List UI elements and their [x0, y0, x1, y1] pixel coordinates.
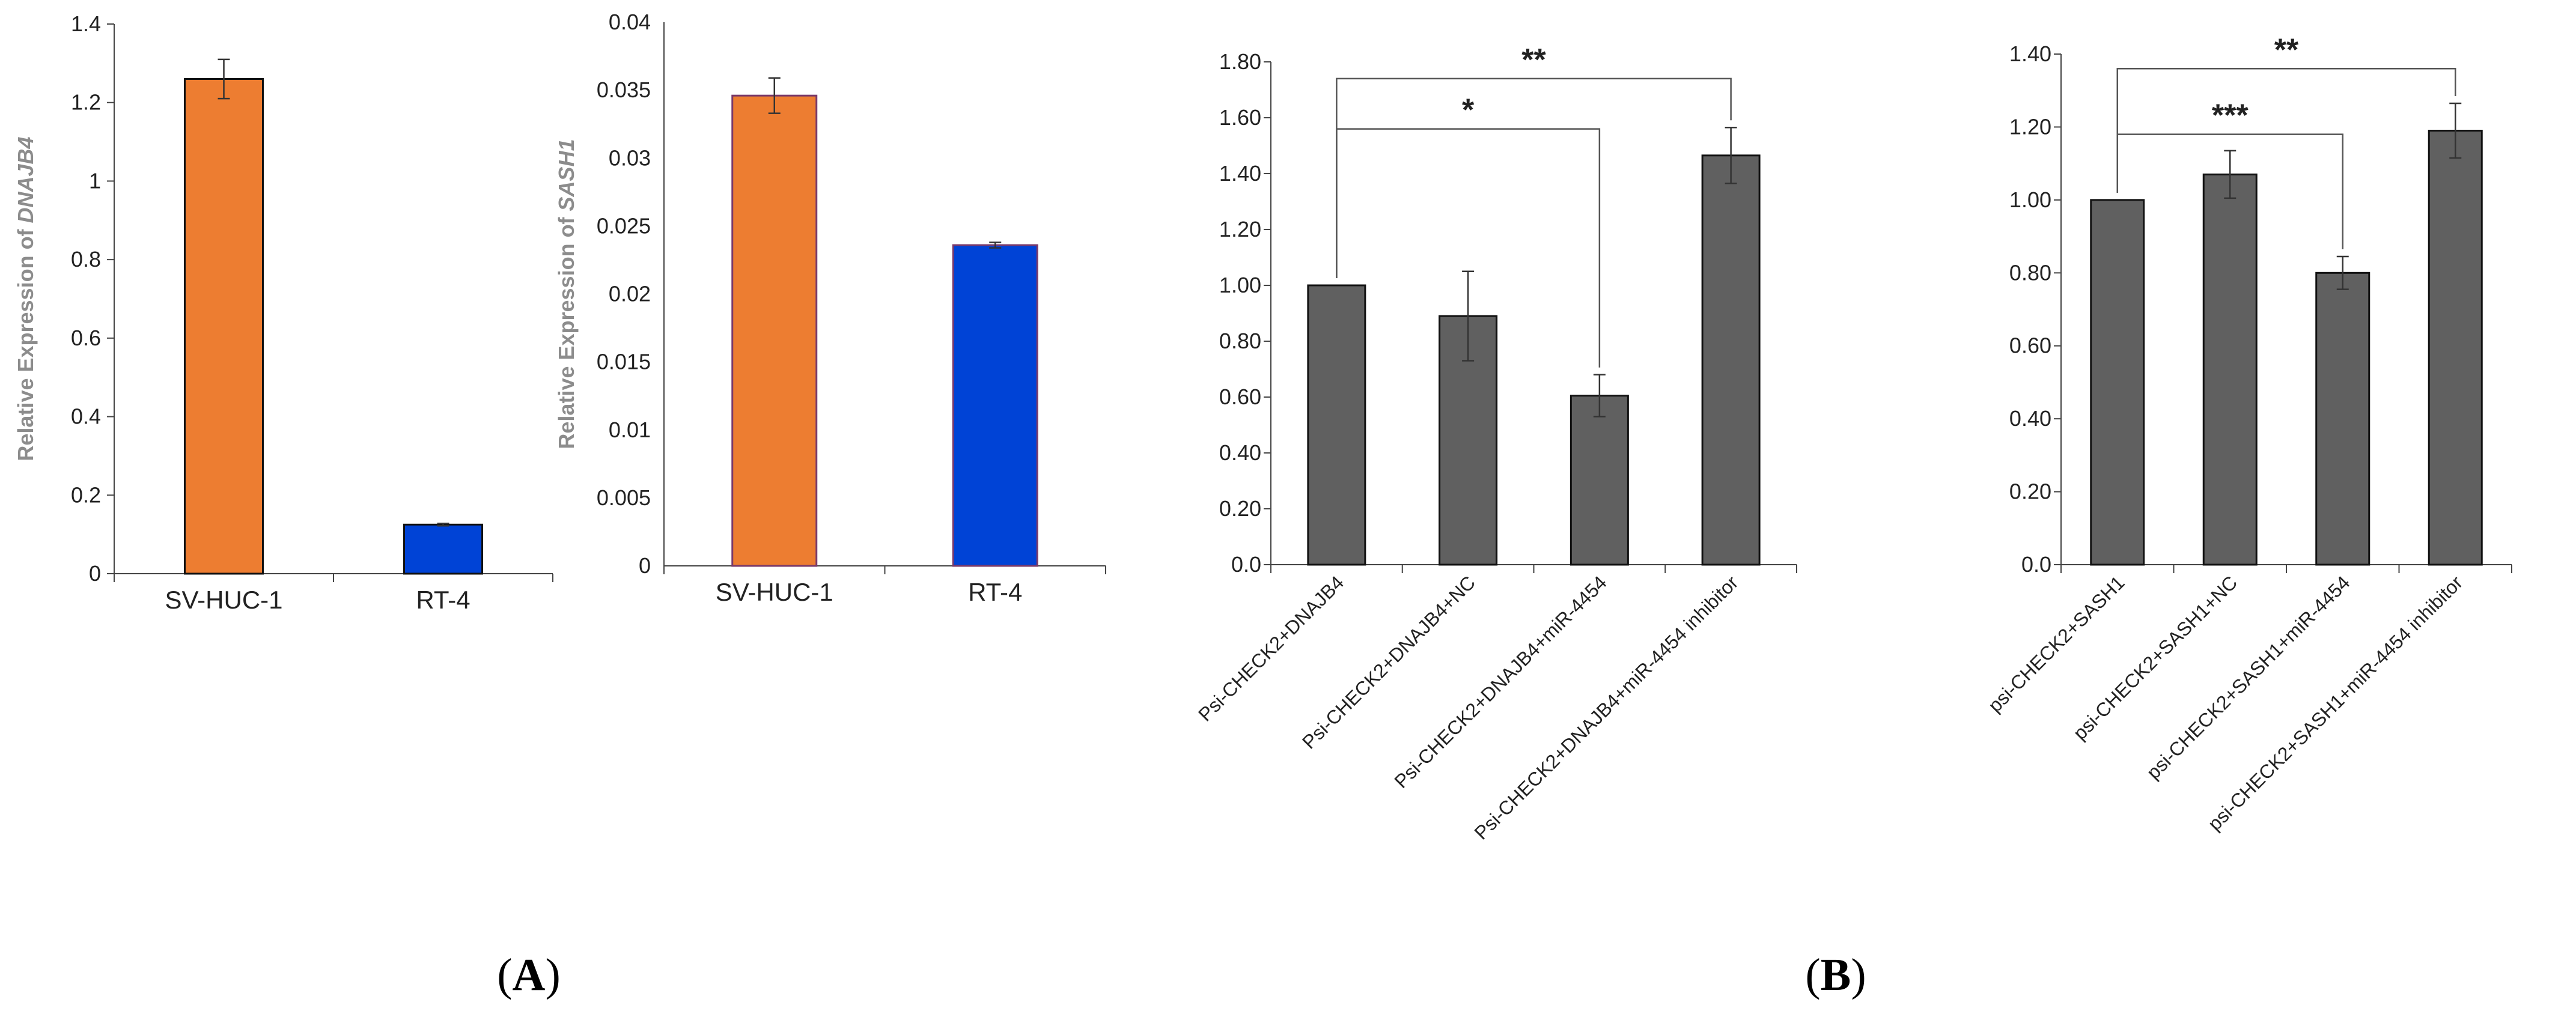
bar	[1570, 395, 1629, 566]
y-tick-label: 0.40	[1219, 440, 1261, 465]
panel-label-a: (A)	[497, 950, 561, 1000]
chart-dnajb4-luciferase: 0.0 0.20 0.40 0.60 0.80 1.00 1.20 1.40 1.60 1.80 P…	[1194, 43, 1797, 844]
chart-dnajb4-expression: 0 0.2 0.4 0.6 0.8 1 1.2 1.4 Relative Expression …	[13, 11, 553, 614]
y-tick-label: 1	[89, 168, 101, 193]
y-tick-label: 0.005	[597, 485, 651, 510]
y-axis-title: Relative Expression of DNAJB4	[13, 136, 38, 461]
y-tick-label: 1.2	[71, 90, 101, 115]
y-tick-label: 1.20	[1219, 217, 1261, 241]
y-tick-label: 0.0	[2021, 552, 2051, 577]
bar	[184, 78, 264, 575]
y-tick-label: 1.60	[1219, 105, 1261, 130]
category-label: RT-4	[416, 586, 470, 614]
bar	[1307, 284, 1366, 566]
y-tick-label: 0.80	[1219, 329, 1261, 353]
bar	[2090, 199, 2145, 566]
category-label: psi-CHECK2+SASH1+miR-4454 inhibitor	[2203, 571, 2467, 834]
significance-bracket	[2116, 68, 2456, 193]
y-tick-label: 0.02	[609, 282, 651, 306]
y-tick-label: 1.00	[1219, 273, 1261, 297]
bar	[403, 523, 483, 575]
y-tick-label: 0.20	[1219, 496, 1261, 521]
category-label: psi-CHECK2+SASH1+miR-4454	[2142, 571, 2354, 783]
category-label: SV-HUC-1	[716, 578, 833, 606]
category-label: Psi-CHECK2+DNAJB4+miR-4454 inhibitor	[1470, 571, 1743, 843]
y-tick-label: 1.00	[2009, 187, 2051, 212]
y-tick-label: 0.80	[2009, 260, 2051, 285]
bar	[2428, 130, 2483, 566]
y-tick-label: 0.0	[1231, 552, 1261, 577]
category-label: SV-HUC-1	[165, 586, 282, 614]
y-tick-label: 0.60	[1219, 384, 1261, 409]
bar	[1701, 154, 1761, 566]
y-tick-label: 0.40	[2009, 406, 2051, 431]
significance-label: **	[1521, 43, 1546, 77]
y-tick-label: 0.035	[597, 77, 651, 102]
y-tick-label: 0.8	[71, 247, 101, 272]
y-axis-title: Relative Expression of SASH1	[554, 139, 579, 449]
y-tick-label: 0.015	[597, 350, 651, 374]
y-tick-label: 1.20	[2009, 114, 2051, 139]
chart-sash1-expression: 0 0.005 0.01 0.015 0.02 0.025 0.03 0.035 0.04 Rel…	[554, 10, 1106, 606]
y-tick-label: 0.01	[609, 417, 651, 442]
y-tick-label: 0.20	[2009, 479, 2051, 504]
y-tick-label: 0.025	[597, 213, 651, 238]
significance-label: **	[2274, 32, 2299, 67]
y-tick-label: 0.04	[609, 10, 651, 34]
bar	[2315, 272, 2370, 566]
significance-bracket	[1336, 77, 1732, 278]
panel-label-b: (B)	[1805, 950, 1866, 1000]
y-tick-label: 0	[89, 561, 101, 586]
y-tick-label: 1.4	[71, 11, 101, 36]
y-tick-label: 1.40	[2009, 41, 2051, 66]
y-tick-label: 0.60	[2009, 333, 2051, 358]
y-tick-label: 0	[639, 553, 651, 578]
y-tick-label: 1.40	[1219, 161, 1261, 186]
y-tick-label: 0.4	[71, 404, 101, 429]
y-tick-label: 0.2	[71, 482, 101, 507]
category-label: Psi-CHECK2+DNAJB4+miR-4454	[1390, 571, 1610, 792]
y-tick-label: 0.03	[609, 145, 651, 170]
chart-sash1-luciferase: 0.0 0.20 0.40 0.60 0.80 1.00 1.20 1.40 psi-CHECK…	[1984, 32, 2512, 834]
y-tick-label: 0.6	[71, 326, 101, 350]
bar	[952, 244, 1038, 567]
significance-label: *	[1462, 93, 1475, 128]
category-label: Psi-CHECK2+DNAJB4	[1194, 571, 1348, 725]
significance-label: ***	[2212, 99, 2249, 133]
y-tick-label: 1.80	[1219, 49, 1261, 74]
category-label: RT-4	[968, 578, 1022, 606]
bar	[2202, 173, 2258, 566]
bar	[731, 94, 818, 567]
